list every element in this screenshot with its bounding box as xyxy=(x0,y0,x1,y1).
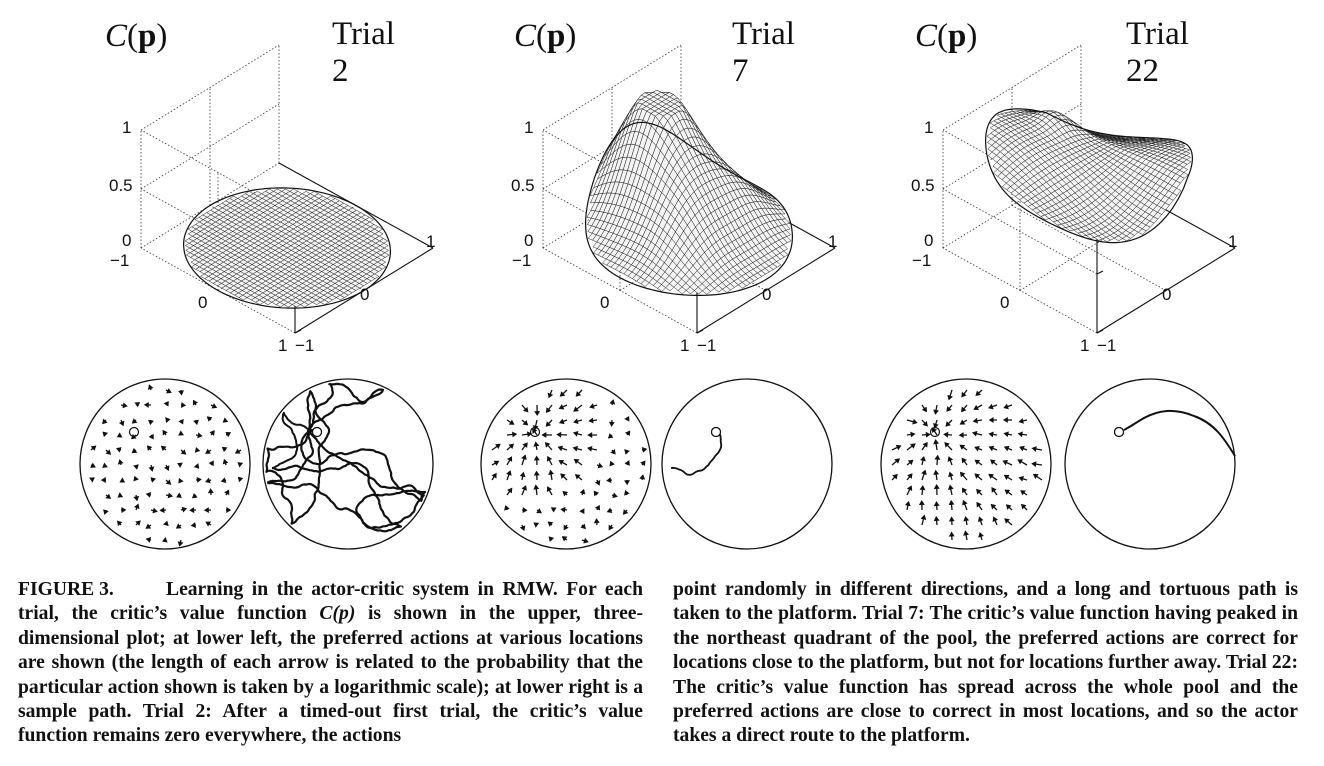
y-tick-neg1: −1 xyxy=(512,251,532,270)
arrows-circle-trial-2 xyxy=(79,378,251,550)
surface-plot-trial-2 xyxy=(140,44,434,334)
x-tick-0: 0 xyxy=(1162,285,1172,304)
path-circle-trial-2 xyxy=(262,378,434,550)
axis-label-c: C(p) xyxy=(105,18,168,54)
x-tick-1: 1 xyxy=(1228,232,1238,251)
x-tick-0: 0 xyxy=(762,285,772,304)
y-tick-0: 0 xyxy=(1000,293,1010,312)
z-tick-05: 0.5 xyxy=(511,176,535,195)
caption-rest: is shown in the upper, three-dimensional… xyxy=(18,603,644,747)
x-tick-neg1: −1 xyxy=(697,336,717,355)
z-tick-0: 0 xyxy=(924,231,934,250)
z-tick-0: 0 xyxy=(122,231,132,250)
x-tick-1: 1 xyxy=(426,232,436,251)
arrows-circle-trial-7 xyxy=(480,378,652,550)
axis-label-c: C(p) xyxy=(915,18,978,54)
z-tick-1: 1 xyxy=(924,118,934,137)
y-tick-1: 1 xyxy=(278,336,288,355)
surface-plot-trial-7 xyxy=(542,44,836,334)
z-tick-05: 0.5 xyxy=(911,176,935,195)
z-tick-05: 0.5 xyxy=(109,176,133,195)
panel-title: Trial 7 xyxy=(732,16,795,89)
z-tick-1: 1 xyxy=(122,118,132,137)
axis-label-c: C(p) xyxy=(514,18,577,54)
y-tick-0: 0 xyxy=(198,293,208,312)
caption-right-column: point randomly in different directions, … xyxy=(673,579,1298,747)
caption-lead: Learning in the actor-critic system in R… xyxy=(18,579,643,625)
panel-trial-22: C(p) Trial 22 1 0.5 0 −1 0 1 −1 0 1 xyxy=(812,10,1237,360)
caption-left-column: FIGURE 3. Learning in the actor-critic sy… xyxy=(18,578,643,749)
y-tick-neg1: −1 xyxy=(912,251,932,270)
caption-math: C(p) xyxy=(319,603,356,625)
z-tick-0: 0 xyxy=(524,231,534,250)
panel-title: Trial 2 xyxy=(332,16,395,89)
panel-title: Trial 22 xyxy=(1126,16,1189,89)
x-tick-neg1: −1 xyxy=(1097,336,1117,355)
x-tick-1: 1 xyxy=(828,232,838,251)
y-tick-1: 1 xyxy=(1080,336,1090,355)
y-tick-0: 0 xyxy=(600,293,610,312)
z-tick-1: 1 xyxy=(524,118,534,137)
panel-trial-7: C(p) Trial 7 1 0.5 0 −1 0 1 −1 0 1 xyxy=(412,10,837,360)
surface-plot-trial-22 xyxy=(942,44,1236,334)
x-tick-neg1: −1 xyxy=(295,336,315,355)
x-tick-0: 0 xyxy=(360,285,370,304)
y-tick-1: 1 xyxy=(680,336,690,355)
arrows-circle-trial-22 xyxy=(880,378,1052,550)
panel-trial-2: C(p) Trial 2 1 0.5 0 −1 0 1 −1 0 1 xyxy=(10,10,435,360)
y-tick-neg1: −1 xyxy=(110,251,130,270)
figure-label: FIGURE 3. xyxy=(18,579,114,600)
path-circle-trial-7 xyxy=(661,378,833,550)
path-circle-trial-22 xyxy=(1064,378,1236,550)
